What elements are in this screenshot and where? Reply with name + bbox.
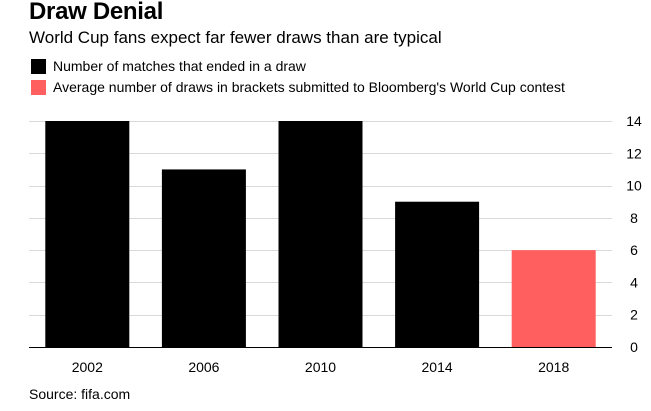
x-tick-label-2018: 2018 <box>538 359 569 375</box>
bar-2014-draws <box>395 201 480 347</box>
legend-label-draws: Number of matches that ended in a draw <box>53 58 306 74</box>
legend-swatch-draws <box>31 58 46 74</box>
y-tick-label-2: 2 <box>630 307 638 323</box>
bar-2002-draws <box>45 121 130 347</box>
y-tick-label-0: 0 <box>630 339 638 355</box>
y-tick-label-10: 10 <box>626 178 642 194</box>
legend-swatch-bracket-average <box>31 79 46 95</box>
x-tick-label-2014: 2014 <box>422 359 453 375</box>
y-tick-label-8: 8 <box>630 210 638 226</box>
x-tick-label-2006: 2006 <box>188 359 219 375</box>
y-tick-label-12: 12 <box>626 145 642 161</box>
y-tick-label-14: 14 <box>626 113 642 129</box>
y-tick-label-6: 6 <box>630 242 638 258</box>
legend-item-bracket-average: Average number of draws in brackets subm… <box>31 79 565 95</box>
bar-2006-draws <box>161 169 246 347</box>
legend-label-bracket-average: Average number of draws in brackets subm… <box>53 79 565 95</box>
x-tick-label-2002: 2002 <box>72 359 103 375</box>
chart-title: Draw Denial <box>29 0 164 25</box>
x-tick-label-2010: 2010 <box>305 359 336 375</box>
legend-item-draws: Number of matches that ended in a draw <box>31 58 306 74</box>
source-note: Source: fifa.com <box>29 386 131 402</box>
bar-2018-bracket-average <box>511 250 596 347</box>
chart-subtitle: World Cup fans expect far fewer draws th… <box>29 28 442 47</box>
bar-2010-draws <box>278 121 363 347</box>
y-tick-label-4: 4 <box>630 274 638 290</box>
